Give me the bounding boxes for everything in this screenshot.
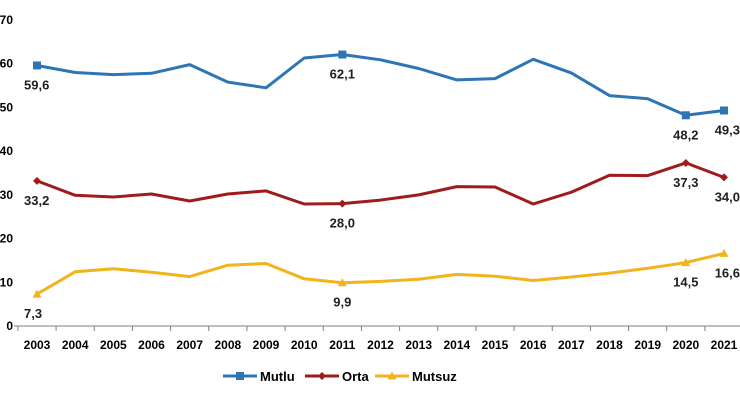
x-tick-label: 2019 <box>634 338 661 352</box>
legend-item-orta: Orta <box>305 369 370 384</box>
x-tick-label: 2013 <box>405 338 432 352</box>
series-line-mutsuz <box>37 253 724 294</box>
series-orta <box>33 159 728 208</box>
legend-item-mutlu: Mutlu <box>223 369 295 384</box>
x-tick-label: 2018 <box>596 338 623 352</box>
legend-label-mutsuz: Mutsuz <box>412 369 457 384</box>
x-tick-label: 2014 <box>443 338 470 352</box>
x-tick-label: 2017 <box>558 338 585 352</box>
x-tick-label: 2007 <box>176 338 203 352</box>
data-label: 48,2 <box>673 127 698 142</box>
x-tick-label: 2015 <box>482 338 509 352</box>
data-label: 16,6 <box>715 265 740 280</box>
axes-layer <box>14 326 740 331</box>
data-point-orta <box>33 177 41 185</box>
y-tick-label: 70 <box>0 13 13 27</box>
data-point-orta <box>720 173 728 181</box>
data-point-mutlu <box>682 111 690 119</box>
y-tick-label: 20 <box>0 232 13 246</box>
y-tick-label: 0 <box>6 319 13 333</box>
legend-marker-mutlu <box>236 372 244 380</box>
y-tick-labels: 0 10 20 30 40 50 60 70 <box>0 13 13 333</box>
data-label: 49,3 <box>715 122 740 137</box>
x-tick-label: 2010 <box>291 338 318 352</box>
legend-label-mutlu: Mutlu <box>260 369 295 384</box>
y-tick-label: 40 <box>0 144 13 158</box>
y-tick-label: 10 <box>0 275 13 289</box>
data-label: 7,3 <box>24 306 42 321</box>
y-tick-label: 30 <box>0 188 13 202</box>
x-tick-label: 2016 <box>520 338 547 352</box>
y-tick-label: 50 <box>0 100 13 114</box>
data-point-orta <box>682 159 690 167</box>
legend-label-orta: Orta <box>342 369 370 384</box>
data-label: 34,0 <box>715 189 740 204</box>
data-point-mutlu <box>720 106 728 114</box>
data-label: 14,5 <box>673 275 698 290</box>
data-point-mutlu <box>33 61 41 69</box>
legend-item-mutsuz: Mutsuz <box>375 369 457 384</box>
data-label: 37,3 <box>673 175 698 190</box>
data-label: 33,2 <box>24 193 49 208</box>
x-tick-label: 2020 <box>672 338 699 352</box>
series-mutlu <box>33 51 728 120</box>
x-tick-label: 2009 <box>253 338 280 352</box>
x-tick-label: 2008 <box>214 338 241 352</box>
data-point-mutlu <box>338 51 346 59</box>
x-tick-labels: 2003 2004 2005 2006 2007 2008 2009 2010 2011 2012… <box>24 338 738 352</box>
series-layer <box>33 51 729 298</box>
data-point-orta <box>338 200 346 208</box>
data-label: 62,1 <box>330 67 355 82</box>
x-tick-label: 2006 <box>138 338 165 352</box>
x-tick-label: 2012 <box>367 338 394 352</box>
data-label: 9,9 <box>333 295 351 310</box>
x-tick-label: 2021 <box>711 338 738 352</box>
series-line-orta <box>37 163 724 204</box>
x-tick-label: 2011 <box>329 338 355 352</box>
series-mutsuz <box>33 249 729 298</box>
x-tick-label: 2003 <box>24 338 51 352</box>
y-tick-label: 60 <box>0 57 13 71</box>
data-label: 28,0 <box>330 216 355 231</box>
x-tick-label: 2004 <box>62 338 89 352</box>
x-tick-label: 2005 <box>100 338 127 352</box>
legend-marker-orta <box>318 372 326 380</box>
series-line-mutlu <box>37 55 724 116</box>
data-label: 59,6 <box>24 77 49 92</box>
legend: Mutlu Orta Mutsuz <box>223 369 457 384</box>
data-labels: 59,6 62,1 48,2 49,3 33,2 28,0 37,3 34,0 7,3 9,9 14… <box>24 67 740 322</box>
